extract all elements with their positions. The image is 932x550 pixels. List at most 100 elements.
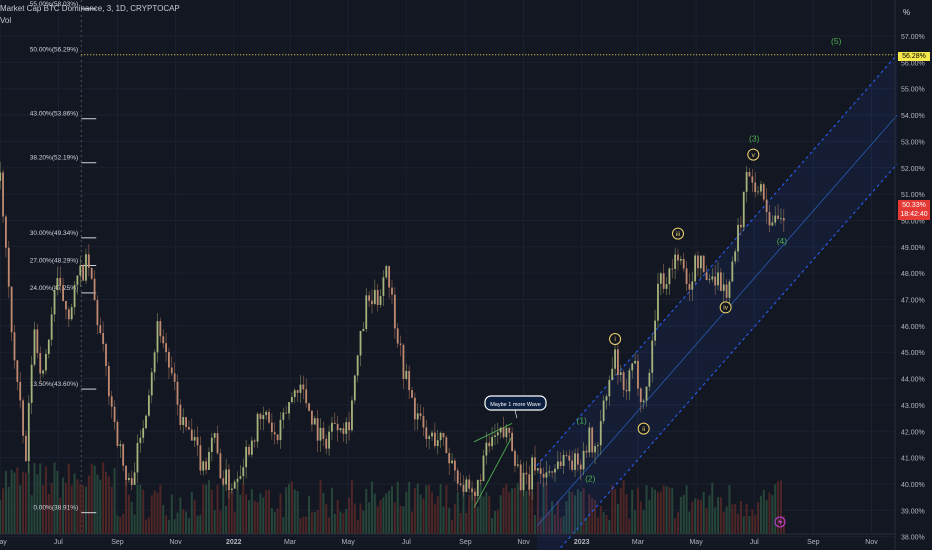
volume-bar — [594, 500, 597, 534]
candle-body — [548, 471, 551, 473]
candle-body — [768, 212, 771, 226]
wave-label-text: (3) — [749, 133, 760, 143]
candle-body — [402, 344, 405, 379]
channel-mid-line — [536, 114, 898, 527]
volume-bar — [659, 491, 662, 534]
candle-body — [96, 300, 99, 326]
candle-body — [87, 254, 90, 268]
volume-bar — [16, 467, 19, 534]
volume-bar — [671, 488, 674, 534]
candle-body — [202, 461, 205, 471]
callout-box — [484, 395, 547, 411]
candle-body — [396, 328, 399, 344]
volume-bar — [542, 482, 545, 534]
volume-bar — [42, 485, 45, 534]
candle-body — [628, 370, 631, 392]
volume-bar — [774, 484, 777, 534]
volume-bar — [728, 485, 731, 534]
candle-body — [717, 272, 719, 286]
volume-bar — [7, 486, 10, 534]
grid-lines — [0, 0, 895, 538]
volume-bar — [533, 514, 536, 534]
volume-bar — [310, 512, 313, 534]
y-tick-label: 42.00% — [901, 429, 925, 436]
volume-bar — [505, 483, 508, 534]
candle-body — [671, 268, 674, 270]
volume-bar — [751, 509, 754, 534]
candle-body — [436, 440, 439, 446]
candle-body — [142, 428, 145, 438]
volume-bar — [531, 491, 534, 534]
volume-bar — [631, 489, 634, 534]
volume-bar — [754, 515, 757, 534]
candle-body — [765, 199, 768, 213]
volume-bar — [76, 479, 79, 534]
candle-body — [662, 273, 665, 289]
candle-body — [205, 461, 207, 470]
candle-body — [196, 437, 199, 446]
candle-body — [379, 296, 382, 305]
candle-body — [691, 281, 694, 290]
wave-label-text: (1) — [577, 415, 588, 425]
candle-body — [5, 216, 7, 248]
candle-body — [699, 255, 702, 269]
volume-bar — [539, 516, 542, 534]
volume-bar — [56, 470, 59, 534]
volume-bar — [325, 504, 328, 534]
volume-bar — [116, 515, 119, 534]
scale-mode-toggle[interactable]: % — [903, 8, 911, 17]
candle-body — [411, 390, 413, 398]
candle-body — [233, 481, 236, 489]
candle-body — [342, 428, 345, 434]
candle-body — [571, 460, 574, 470]
candle-body — [376, 289, 379, 305]
volume-bar — [190, 491, 193, 534]
volume-bar — [87, 475, 90, 534]
candle-body — [551, 471, 554, 473]
candle-body — [176, 381, 179, 405]
volume-bar — [608, 519, 611, 534]
volume-bar — [422, 498, 425, 534]
candle-body — [279, 419, 282, 441]
volume-bar — [36, 474, 39, 534]
candle-body — [30, 364, 33, 403]
candle-body — [536, 468, 539, 471]
volume-bar — [328, 517, 331, 534]
candle-body — [219, 453, 222, 479]
candle-body — [591, 427, 594, 453]
volume-bar — [705, 508, 708, 534]
volume-bar — [382, 497, 385, 534]
volume-bar — [777, 481, 780, 534]
volume-bar — [614, 489, 617, 534]
candle-body — [113, 406, 116, 422]
volume-bar — [130, 501, 133, 534]
volume-bar — [413, 488, 416, 534]
x-tick-label: Mar — [284, 539, 297, 546]
volume-bar — [230, 490, 233, 534]
candle-body — [122, 444, 125, 466]
candle-body — [451, 460, 453, 464]
y-tick-label: 51.00% — [901, 192, 925, 199]
candle-body — [594, 446, 596, 453]
volume-bar — [465, 512, 468, 534]
volume-bar — [262, 497, 265, 534]
lightning-icon[interactable] — [774, 516, 786, 528]
volume-bar — [13, 472, 16, 534]
volume-bar — [762, 489, 765, 534]
candle-body — [268, 411, 270, 423]
volume-bar — [459, 513, 462, 534]
time-axis: May Jul Sep Nov 2022 Mar May Jul Sep Nov 2023 Mar Ma… — [0, 539, 878, 546]
candle-body — [519, 464, 522, 491]
fib-level-label: 0.00%(38.91%) — [33, 505, 78, 512]
volume-bar — [70, 485, 73, 534]
candle-body — [719, 272, 722, 291]
candle-body — [388, 266, 391, 288]
price-candles — [0, 161, 785, 507]
candle-body — [188, 426, 190, 430]
candle-body — [328, 431, 330, 449]
volume-bar — [719, 497, 722, 534]
volume-bar — [207, 480, 210, 534]
volume-bar — [433, 504, 436, 534]
volume-bar — [165, 515, 168, 534]
volume-bar — [476, 506, 479, 534]
